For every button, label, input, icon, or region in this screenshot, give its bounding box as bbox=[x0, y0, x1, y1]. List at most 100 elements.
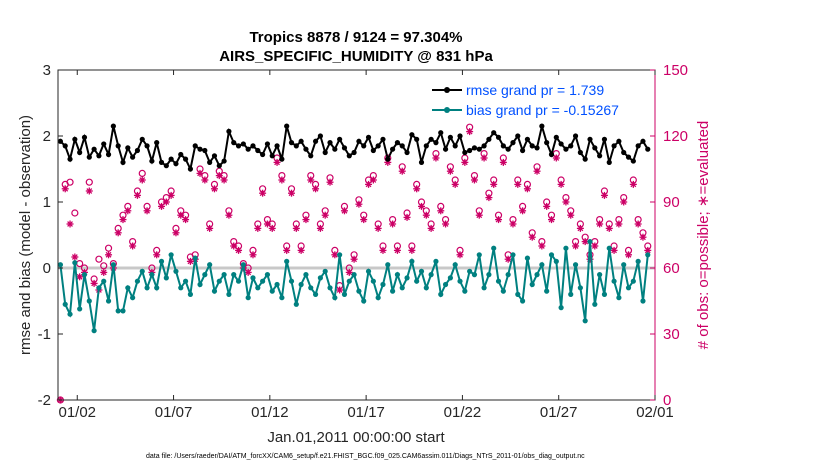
bias-point bbox=[284, 258, 290, 264]
asterisk-stroke bbox=[519, 207, 526, 214]
obs-evaluated-series bbox=[56, 128, 652, 404]
bias-point bbox=[505, 272, 511, 278]
obs-evaluated-point bbox=[153, 251, 161, 259]
asterisk-stroke bbox=[481, 155, 487, 161]
obs-evaluated-point bbox=[158, 202, 166, 210]
bias-point bbox=[274, 281, 280, 288]
rmse-point bbox=[568, 143, 574, 149]
rmse-point bbox=[197, 146, 203, 152]
bias-point bbox=[520, 298, 526, 304]
bias-point bbox=[544, 288, 550, 294]
bias-point bbox=[221, 272, 227, 278]
rmse-point bbox=[284, 123, 290, 129]
asterisk-stroke bbox=[433, 155, 439, 161]
rmse-point bbox=[587, 136, 593, 142]
bias-point bbox=[611, 278, 617, 284]
obs-evaluated-point bbox=[610, 246, 618, 254]
bias-point bbox=[346, 278, 352, 284]
obs-evaluated-point bbox=[600, 191, 608, 199]
rmse-point bbox=[577, 149, 583, 156]
rmse-point bbox=[553, 134, 559, 140]
asterisk-stroke bbox=[461, 159, 468, 166]
obs-evaluated-point bbox=[379, 246, 387, 254]
rmse-point bbox=[597, 153, 603, 159]
obs-evaluated-point bbox=[393, 246, 401, 254]
rmse-point bbox=[524, 136, 531, 142]
obs-evaluated-point bbox=[634, 220, 642, 228]
obs-evaluated-point bbox=[105, 251, 113, 259]
obs-possible-point bbox=[66, 178, 74, 186]
bias-point bbox=[462, 288, 468, 294]
obs-evaluated-point bbox=[129, 242, 137, 250]
obs-evaluated-point bbox=[369, 176, 377, 184]
bias-point bbox=[192, 255, 198, 261]
bias-point bbox=[168, 252, 174, 258]
bias-point bbox=[81, 272, 88, 278]
bias-point bbox=[337, 252, 343, 258]
rmse-point bbox=[317, 133, 323, 139]
rmse-point bbox=[423, 143, 429, 149]
rmse-point bbox=[361, 143, 367, 149]
asterisk-stroke bbox=[572, 243, 579, 249]
obs-evaluated-point bbox=[374, 224, 382, 232]
obs-evaluated-point bbox=[71, 253, 79, 261]
rmse-point bbox=[505, 146, 511, 152]
obs-evaluated-point bbox=[442, 220, 450, 228]
rmse-point bbox=[630, 158, 636, 164]
obs-evaluated-point bbox=[119, 216, 127, 224]
asterisk-stroke bbox=[139, 177, 146, 183]
bias-point bbox=[154, 285, 160, 291]
asterisk-stroke bbox=[230, 243, 237, 249]
obs-evaluated-point bbox=[403, 213, 411, 221]
y-tick-label-left: -2 bbox=[38, 392, 51, 409]
rmse-point bbox=[452, 143, 458, 149]
asterisk-stroke bbox=[620, 199, 627, 205]
bias-point bbox=[197, 281, 203, 288]
obs-evaluated-point bbox=[133, 191, 141, 199]
rmse-point bbox=[370, 147, 376, 154]
obs-evaluated-point bbox=[514, 180, 522, 188]
rmse-series bbox=[57, 123, 651, 173]
asterisk-stroke bbox=[442, 221, 449, 227]
asterisk-stroke bbox=[100, 269, 107, 276]
rmse-point bbox=[495, 134, 502, 140]
obs-evaluated-point bbox=[201, 176, 209, 184]
asterisk-stroke bbox=[505, 256, 512, 263]
bias-point bbox=[380, 281, 386, 288]
asterisk-stroke bbox=[447, 168, 454, 175]
rmse-point bbox=[438, 130, 444, 136]
bias-point bbox=[269, 288, 275, 294]
y-tick-label-right: 60 bbox=[663, 260, 680, 277]
obs-evaluated-point bbox=[138, 176, 146, 184]
rmse-point bbox=[332, 146, 338, 152]
obs-evaluated-point bbox=[215, 172, 223, 180]
obs-possible-point bbox=[104, 244, 113, 252]
asterisk-stroke bbox=[206, 225, 213, 232]
bias-point bbox=[640, 298, 646, 304]
bias-point bbox=[298, 281, 304, 288]
x-tick-label: 01/07 bbox=[155, 404, 193, 421]
obs-possible-point bbox=[100, 262, 108, 270]
bias-point bbox=[264, 272, 271, 278]
asterisk-stroke bbox=[317, 225, 324, 232]
obs-evaluated-point bbox=[398, 167, 406, 175]
rmse-point bbox=[288, 140, 295, 146]
bias-point bbox=[486, 272, 492, 278]
asterisk-stroke bbox=[91, 280, 98, 287]
asterisk-stroke bbox=[303, 216, 309, 223]
bias-point bbox=[563, 245, 569, 251]
asterisk-stroke bbox=[500, 159, 507, 166]
obs-evaluated-point bbox=[629, 180, 637, 188]
obs-evaluated-point bbox=[408, 246, 416, 254]
asterisk-stroke bbox=[510, 221, 516, 227]
obs-evaluated-point bbox=[504, 255, 512, 263]
bias-point bbox=[91, 328, 97, 334]
bias-point bbox=[457, 278, 463, 284]
bias-point bbox=[110, 262, 116, 268]
x-tick-label: 01/12 bbox=[251, 404, 289, 421]
obs-evaluated-point bbox=[321, 211, 329, 219]
rmse-point bbox=[481, 143, 487, 149]
asterisk-stroke bbox=[115, 229, 122, 236]
asterisk-stroke bbox=[346, 269, 353, 276]
obs-evaluated-point bbox=[427, 224, 435, 232]
